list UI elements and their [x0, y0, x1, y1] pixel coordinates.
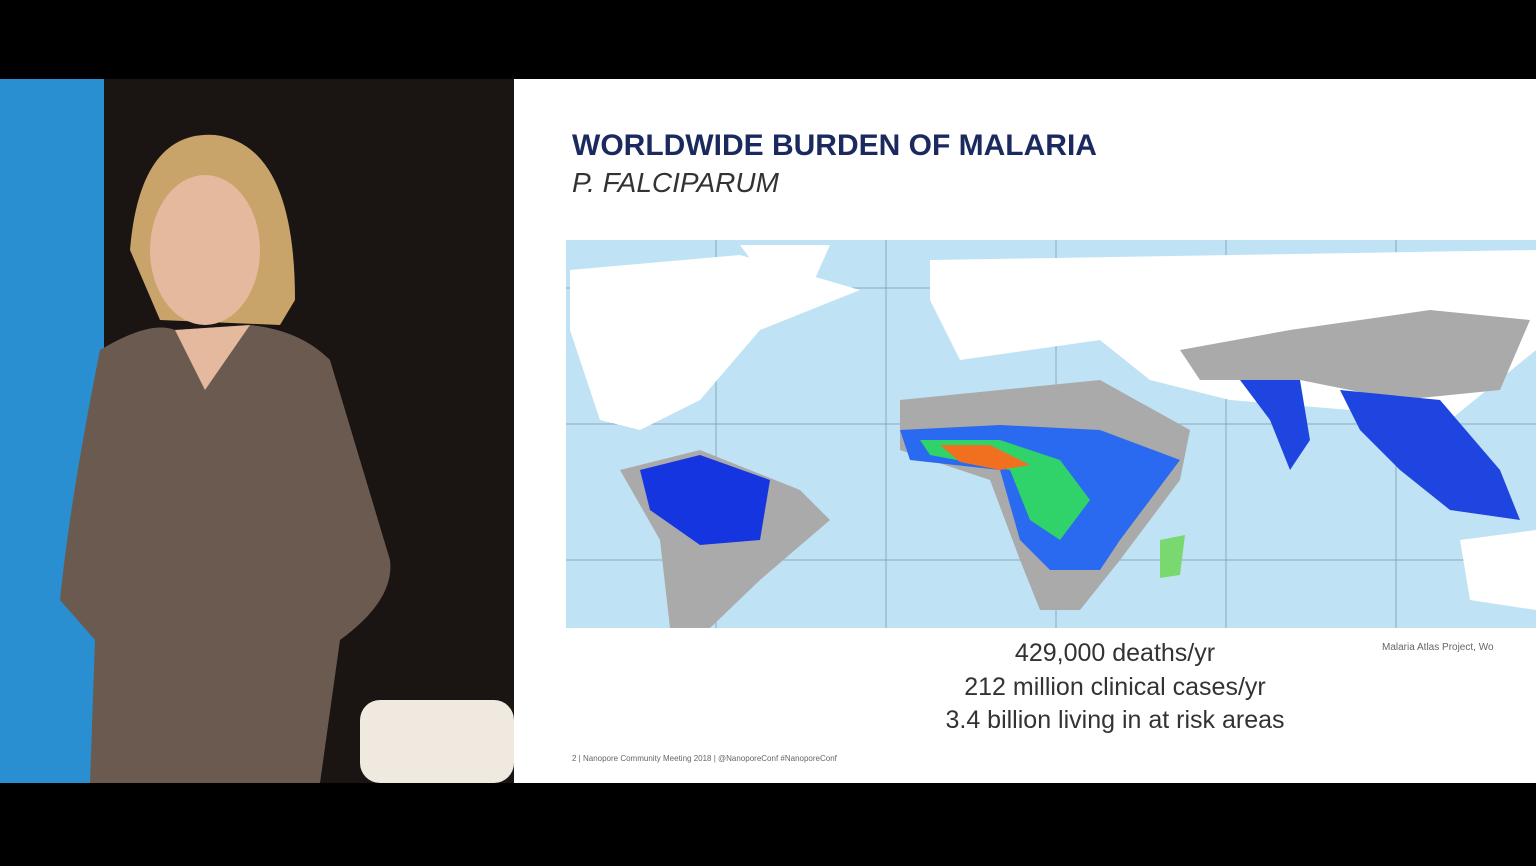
- australia: [1460, 530, 1536, 610]
- seasia-risk: [1340, 390, 1520, 520]
- source: Malaria Atlas Project, Wo: [1382, 642, 1494, 653]
- stat: 429,000 deaths/yr: [1015, 639, 1215, 667]
- malaria-map: [566, 240, 1536, 628]
- presenter-neck: [175, 325, 250, 390]
- madagascar: [1160, 535, 1185, 578]
- africa-risk-high: [940, 445, 1030, 470]
- stat: 212 million clinical cases/yr: [964, 673, 1266, 701]
- greenland: [740, 245, 830, 290]
- asia-grey: [1180, 310, 1530, 400]
- presenter-dress: [60, 325, 391, 783]
- india-risk: [1240, 380, 1310, 470]
- chair: [360, 700, 514, 783]
- amazon-risk: [640, 455, 770, 545]
- footer: 2 | Nanopore Community Meeting 2018 | @N…: [572, 754, 838, 763]
- north-america: [570, 255, 860, 430]
- presenter-face: [150, 175, 260, 325]
- slide-subtitle: P. FALCIPARUM: [572, 167, 780, 198]
- slide-title: WORLDWIDE BURDEN OF MALARIA: [572, 129, 1097, 162]
- africa-risk-mid: [920, 440, 1090, 540]
- stat: 3.4 billion living in at risk areas: [945, 706, 1284, 734]
